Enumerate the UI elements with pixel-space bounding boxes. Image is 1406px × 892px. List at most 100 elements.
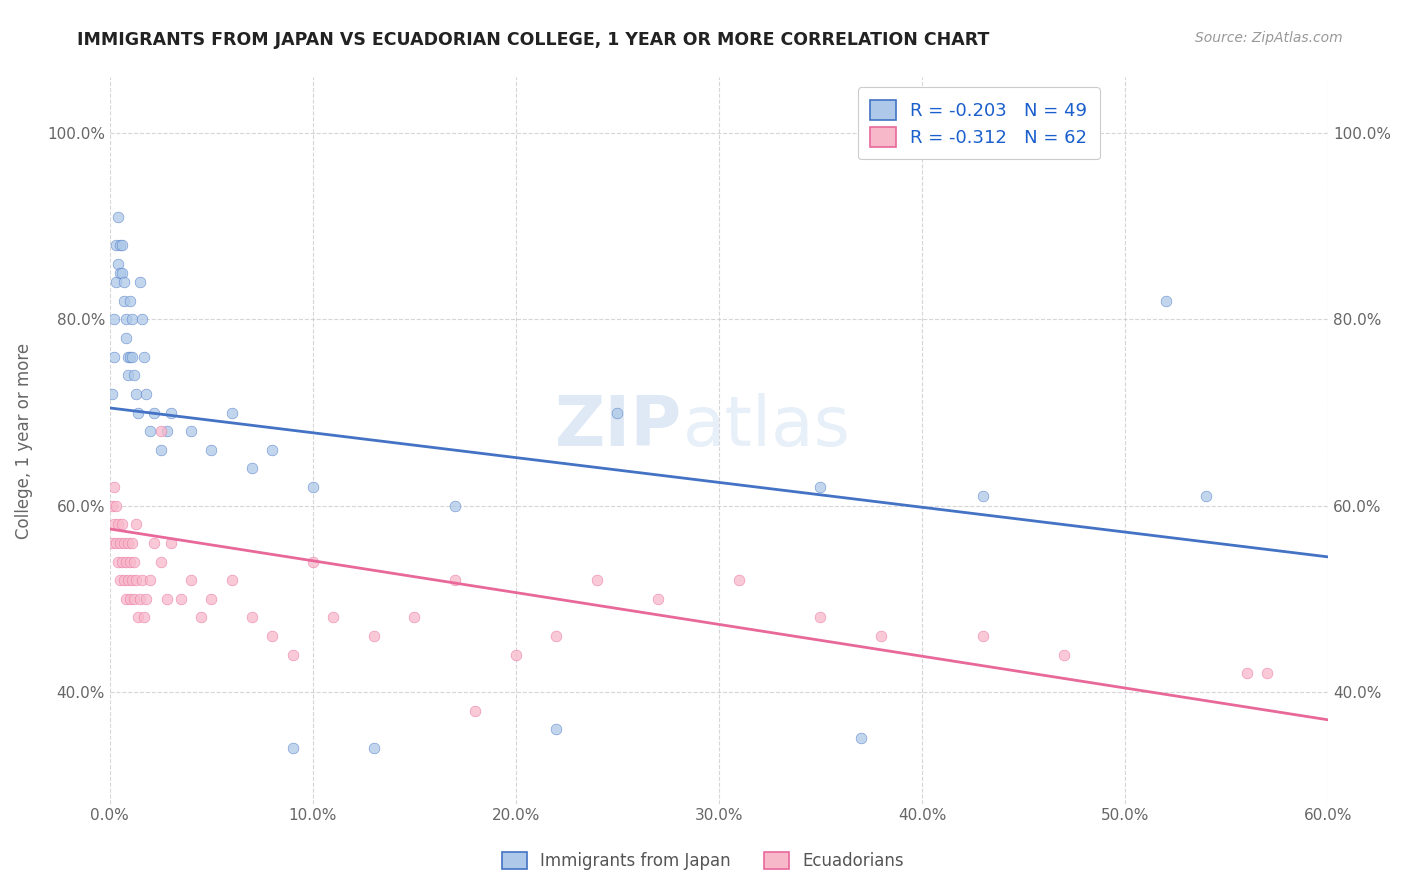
Point [107,517,129,532]
Point [1195,489,1218,503]
Point [135,387,157,401]
Point [1154,293,1177,308]
Point [107,555,129,569]
Point [281,740,304,755]
Point [121,573,143,587]
Point [159,406,181,420]
Point [870,629,893,643]
Point [728,573,751,587]
Point [108,536,131,550]
Point [281,648,304,662]
Point [129,275,152,289]
Point [546,722,568,736]
Point [301,555,323,569]
Point [115,331,138,345]
Point [127,610,149,624]
Point [972,629,994,643]
Point [149,555,172,569]
Point [606,406,628,420]
Point [135,591,157,606]
Point [115,555,138,569]
Point [103,517,125,532]
Point [117,536,139,550]
Point [972,489,994,503]
Point [149,424,172,438]
Point [159,536,181,550]
Point [121,536,143,550]
Point [647,591,669,606]
Point [103,350,125,364]
Point [1256,666,1278,681]
Point [301,480,323,494]
Point [101,387,124,401]
Point [505,648,527,662]
Point [586,573,609,587]
Point [120,555,142,569]
Point [101,536,124,550]
Point [170,591,193,606]
Point [104,536,127,550]
Point [122,368,145,383]
Point [122,555,145,569]
Point [107,257,129,271]
Point [103,312,125,326]
Point [190,610,212,624]
Point [117,573,139,587]
Point [221,573,243,587]
Point [131,312,153,326]
Point [115,312,138,326]
Point [444,499,467,513]
Point [240,610,263,624]
Text: atlas: atlas [682,392,851,459]
Point [111,238,134,252]
Point [112,573,135,587]
Point [122,591,145,606]
Point [108,573,131,587]
Point [155,591,177,606]
Point [849,731,872,746]
Point [131,573,153,587]
Text: IMMIGRANTS FROM JAPAN VS ECUADORIAN COLLEGE, 1 YEAR OR MORE CORRELATION CHART: IMMIGRANTS FROM JAPAN VS ECUADORIAN COLL… [77,31,990,49]
Point [143,536,166,550]
Point [121,350,143,364]
Point [101,499,124,513]
Point [111,266,134,280]
Point [139,424,162,438]
Point [108,266,131,280]
Point [108,238,131,252]
Point [546,629,568,643]
Legend: Immigrants from Japan, Ecuadorians: Immigrants from Japan, Ecuadorians [495,845,911,877]
Point [112,275,135,289]
Point [363,629,385,643]
Point [104,238,127,252]
Point [104,275,127,289]
Legend: R = -0.203   N = 49, R = -0.312   N = 62: R = -0.203 N = 49, R = -0.312 N = 62 [858,87,1099,160]
Point [104,499,127,513]
Point [111,555,134,569]
Point [363,740,385,755]
Point [134,350,156,364]
Point [117,350,139,364]
Point [1053,648,1076,662]
Point [240,461,263,475]
Point [180,424,202,438]
Point [262,629,284,643]
Point [810,480,832,494]
Point [120,293,142,308]
Point [221,406,243,420]
Point [112,536,135,550]
Point [262,442,284,457]
Point [103,480,125,494]
Point [1236,666,1258,681]
Point [444,573,467,587]
Point [155,424,177,438]
Point [120,591,142,606]
Point [139,573,162,587]
Point [117,368,139,383]
Text: Source: ZipAtlas.com: Source: ZipAtlas.com [1195,31,1343,45]
Point [149,442,172,457]
Point [125,387,148,401]
Point [125,573,148,587]
Point [127,406,149,420]
Point [464,704,486,718]
